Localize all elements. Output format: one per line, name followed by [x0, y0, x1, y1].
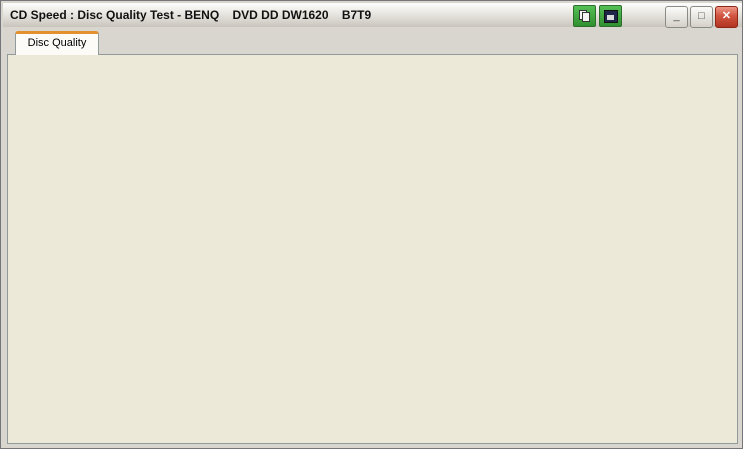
minimize-button[interactable]: _ [665, 6, 688, 28]
copy-pages-icon[interactable] [573, 5, 596, 27]
maximize-button[interactable]: □ [690, 6, 713, 28]
window-title: CD Speed : Disc Quality Test - BENQ DVD … [10, 8, 372, 22]
close-button[interactable]: ✕ [715, 6, 738, 28]
title-bar[interactable]: CD Speed : Disc Quality Test - BENQ DVD … [3, 3, 742, 28]
tab-disc-quality[interactable]: Disc Quality [15, 31, 99, 55]
floppy-save-icon[interactable] [599, 5, 622, 27]
tab-page [7, 54, 738, 444]
